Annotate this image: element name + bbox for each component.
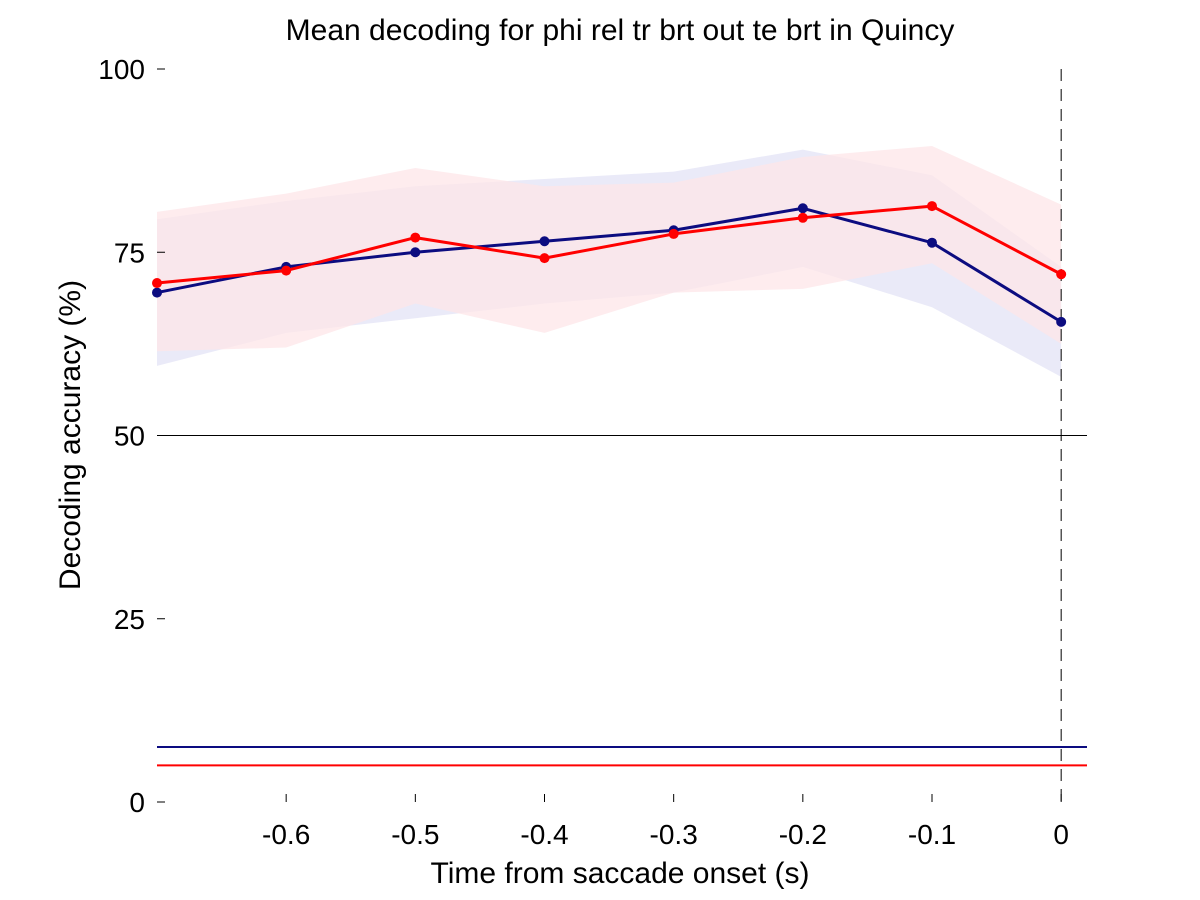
blue-data-point xyxy=(152,287,162,298)
x-tick-label: -0.2 xyxy=(779,819,827,850)
blue-data-point xyxy=(797,203,808,214)
confidence-bands xyxy=(157,145,1062,377)
y-tick-label: 100 xyxy=(98,54,145,85)
y-tick-label: 25 xyxy=(114,604,145,635)
x-tick-label: 0 xyxy=(1053,819,1069,850)
x-tick-label: -0.3 xyxy=(650,819,698,850)
series-lines xyxy=(152,201,1067,327)
x-tick-label: -0.5 xyxy=(391,819,439,850)
chart-title: Mean decoding for phi rel tr brt out te … xyxy=(286,14,955,47)
x-tick-label: -0.4 xyxy=(520,819,568,850)
red-data-point xyxy=(1056,269,1067,280)
x-axis-label: Time from saccade onset (s) xyxy=(431,857,810,890)
red-confidence-band xyxy=(157,145,1062,352)
red-series-line xyxy=(156,204,1062,285)
blue-data-point xyxy=(927,237,937,248)
red-data-point xyxy=(410,232,421,243)
x-tick-label: -0.6 xyxy=(262,819,310,850)
blue-data-point xyxy=(539,236,550,247)
red-data-point xyxy=(927,201,937,212)
reference-lines xyxy=(157,69,1087,802)
y-axis-label: Decoding accuracy (%) xyxy=(54,280,87,590)
red-data-point xyxy=(152,278,162,289)
blue-data-point xyxy=(1056,316,1067,327)
y-tick-label: 50 xyxy=(114,421,145,452)
red-data-point xyxy=(797,212,808,223)
red-data-point xyxy=(281,265,292,276)
axes: 0 25 50 75 100 -0.6 -0.5 -0.4 -0.3 -0.2 -0.1 0 xyxy=(98,54,1069,850)
blue-data-point xyxy=(410,247,421,258)
red-data-point xyxy=(668,228,679,239)
y-tick-label: 0 xyxy=(129,787,145,818)
red-data-point xyxy=(539,253,550,264)
x-tick-label: -0.1 xyxy=(908,819,956,850)
y-tick-label: 75 xyxy=(114,237,145,268)
